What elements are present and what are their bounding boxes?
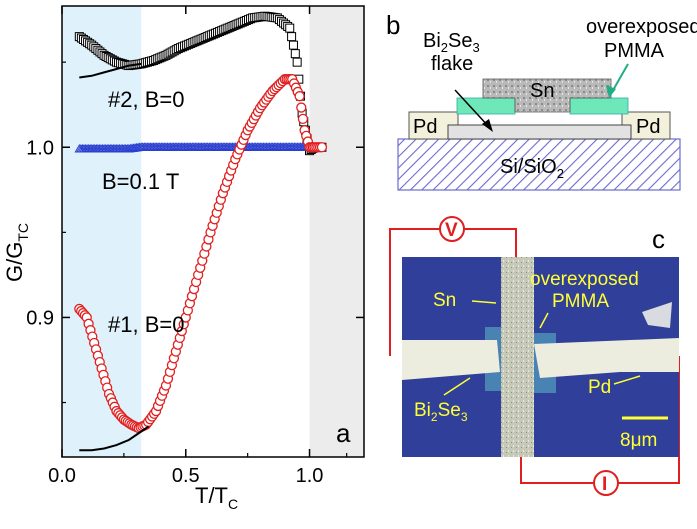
sn-arrow-c [471,300,497,304]
shaded-region-1 [309,6,364,457]
pmma-arrow [611,63,629,93]
data-point-circle [294,91,305,102]
substrate-label: Si/SiO2 [500,156,564,181]
pmma-left-block [456,97,516,115]
pd-left-label: Pd [413,116,437,138]
panel-label-c: c [652,224,665,254]
ammeter-symbol [593,470,619,496]
data-point-square [288,40,298,50]
fit-curve-1 [79,425,150,452]
axis-ticks: 0.0 0.5 1.0 0.9 1.0 [26,6,364,487]
flake-label-line1: Bi2Se3 [423,30,480,55]
schematic-panel-b: b Si/SiO2 Pd Pd Sn Bi2Se3 flake overexpo… [386,10,697,191]
pd-label-c: Pd [588,377,611,398]
chart-panel-a: 0.0 0.5 1.0 0.9 1.0 T/TC G/GTC #2, B=0 B=0.1… [2,5,365,512]
panel-label-b: b [386,10,400,40]
sn-label-b: Sn [530,80,554,102]
data-point-square [285,23,295,33]
panel-label-a: a [336,418,351,448]
fit-curves [79,62,150,452]
data-marks [74,11,328,434]
annotation-b-field: B=0.1 T [102,169,179,194]
plot-frame [61,5,365,458]
data-point-square [287,32,297,42]
voltmeter-symbol [439,216,465,242]
annotation-series-2: #2, B=0 [108,87,184,112]
pmma-flake-piece [642,302,672,328]
series-circle [74,74,328,434]
x-tick-label: 0.0 [48,465,76,487]
bise-arrow-c [443,377,471,396]
y-tick-label: 0.9 [26,307,54,329]
fit-curve-0 [79,62,142,79]
pmma-label-line1-b: overexposed [586,16,697,38]
photo-panel-c: c V I Sn overexposed PMMA Pd Bi2Se3 8μm [389,216,680,496]
ammeter-label: I [602,474,607,495]
pmma-label-line1-c: overexposed [530,269,639,290]
flake-arrow [454,89,491,129]
bise-label-c: Bi2Se3 [414,400,468,424]
annotation-series-1: #1, B=0 [108,312,184,337]
scale-bar-label: 8μm [620,430,657,451]
pmma-label-line2-c: PMMA [552,291,609,312]
flake-arrow-head [482,119,493,132]
pd-arrow-c [613,375,641,385]
y-tick-label: 1.0 [26,137,54,159]
x-axis-title: T/TC [195,483,238,512]
data-point-circle [297,113,309,125]
sn-strip [501,257,534,457]
voltmeter-label: V [445,220,458,241]
x-tick-label: 0.5 [172,465,200,487]
bise-flake-layer [447,124,632,140]
y-axis-title: G/GTC [2,223,31,282]
pmma-right-block [569,97,629,115]
sn-label-c: Sn [433,290,456,311]
flake-label-line2: flake [431,53,473,75]
pd-left-pad [402,340,500,380]
data-point-square [290,49,300,59]
shaded-regions [62,6,364,457]
pmma-arrow-head [606,85,616,98]
series-square [74,11,327,156]
sn-electrode [482,78,612,113]
data-point-circle [296,102,307,113]
data-point-circle [316,142,328,153]
data-point-square [292,57,302,67]
x-tick-label: 1.0 [296,465,324,487]
pmma-label-line2-b: PMMA [604,40,665,62]
pmma-arrow-c [539,312,549,329]
pd-right-label: Pd [636,116,660,138]
pd-right-pad [534,338,679,378]
